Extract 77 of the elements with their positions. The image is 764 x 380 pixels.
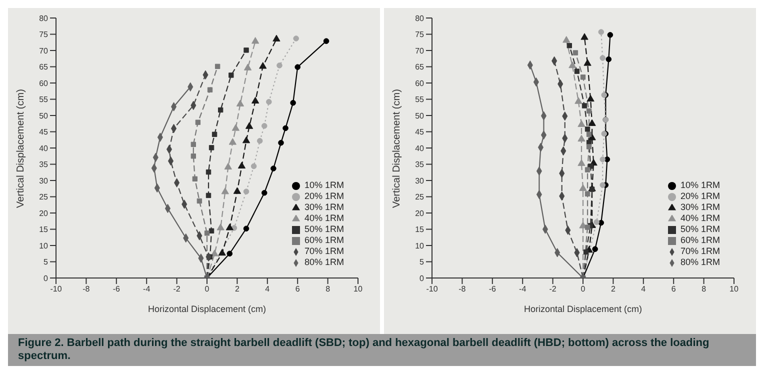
legend-label: 10% 1RM xyxy=(680,180,720,190)
x-tick-label: -8 xyxy=(82,284,90,294)
legend-label: 40% 1RM xyxy=(680,213,720,223)
y-tick-label: 70 xyxy=(39,46,49,56)
y-tick-label: 35 xyxy=(415,160,425,170)
y-tick-label: 15 xyxy=(415,225,425,234)
y-tick-label: 50 xyxy=(39,111,49,120)
y-tick-label: 55 xyxy=(415,95,425,104)
x-axis-title: Horizontal Displacement (cm) xyxy=(148,304,266,314)
legend-label: 20% 1RM xyxy=(304,191,344,201)
y-tick-label: 60 xyxy=(39,78,49,88)
y-tick-label: 80 xyxy=(415,14,425,23)
x-tick-label: 2 xyxy=(610,284,616,294)
y-axis-title: Vertical Displacement (cm) xyxy=(16,89,27,208)
x-tick-label: -6 xyxy=(488,284,496,294)
legend-label: 40% 1RM xyxy=(304,213,344,223)
x-tick-label: 6 xyxy=(295,284,300,294)
x-tick-label: -6 xyxy=(112,284,120,294)
y-tick-label: 20 xyxy=(415,208,425,218)
legend-label: 30% 1RM xyxy=(304,202,344,212)
x-tick-label: -10 xyxy=(50,284,62,294)
y-tick-label: 10 xyxy=(39,241,49,250)
legend-label: 50% 1RM xyxy=(304,224,344,234)
y-tick-label: 0 xyxy=(420,274,425,283)
legend-label: 80% 1RM xyxy=(304,257,344,267)
y-tick-label: 30 xyxy=(39,176,49,186)
y-tick-label: 50 xyxy=(415,111,425,120)
x-tick-label: -2 xyxy=(173,284,181,294)
y-tick-label: 75 xyxy=(39,30,49,40)
legend-label: 30% 1RM xyxy=(680,202,720,212)
y-tick-label: 35 xyxy=(39,160,49,170)
y-tick-label: 65 xyxy=(39,62,49,72)
y-tick-label: 5 xyxy=(44,258,49,267)
x-tick-label: 6 xyxy=(671,284,676,294)
legend-label: 70% 1RM xyxy=(680,246,720,256)
x-tick-label: 10 xyxy=(354,284,363,294)
legend-label: 10% 1RM xyxy=(304,180,344,190)
x-tick-label: -10 xyxy=(426,284,438,294)
y-tick-label: 40 xyxy=(39,144,49,153)
x-tick-label: 8 xyxy=(702,284,707,294)
x-tick-label: -2 xyxy=(549,284,557,294)
legend-label: 80% 1RM xyxy=(680,257,720,267)
y-tick-label: 65 xyxy=(415,62,425,72)
x-tick-label: 2 xyxy=(234,284,240,294)
y-tick-label: 0 xyxy=(44,274,49,283)
x-tick-label: 10 xyxy=(730,284,739,294)
legend-label: 20% 1RM xyxy=(680,191,720,201)
y-tick-label: 20 xyxy=(39,208,49,218)
y-axis-title: Vertical Displacement (cm) xyxy=(392,89,403,208)
x-tick-label: 0 xyxy=(580,284,586,294)
y-tick-label: 60 xyxy=(415,78,425,88)
y-tick-label: 75 xyxy=(415,30,425,40)
caption: Figure 2. Barbell path during the straight barbell deadlift (SBD; top) and hexagonal barbell deadlift (HBD; bottom) across the loading spectrum. xyxy=(18,337,710,363)
legend-label: 50% 1RM xyxy=(680,224,720,234)
x-tick-label: 4 xyxy=(265,284,270,294)
x-tick-label: -4 xyxy=(519,284,527,294)
x-tick-label: -4 xyxy=(143,284,151,294)
y-tick-label: 10 xyxy=(415,241,425,250)
y-tick-label: 25 xyxy=(39,192,49,202)
y-tick-label: 15 xyxy=(39,225,49,234)
legend-label: 60% 1RM xyxy=(680,235,720,245)
y-tick-label: 40 xyxy=(415,144,425,153)
legend-label: 70% 1RM xyxy=(304,246,344,256)
y-tick-label: 80 xyxy=(39,14,49,23)
legend-label: 60% 1RM xyxy=(304,235,344,245)
y-tick-label: 55 xyxy=(39,95,49,104)
y-tick-label: 30 xyxy=(415,176,425,186)
y-tick-label: 5 xyxy=(420,258,425,267)
x-axis-title: Horizontal Displacement (cm) xyxy=(524,304,642,314)
y-tick-label: 45 xyxy=(415,128,425,137)
y-tick-label: 70 xyxy=(415,46,425,56)
x-tick-label: -8 xyxy=(458,284,466,294)
y-tick-label: 25 xyxy=(415,192,425,202)
y-tick-label: 45 xyxy=(39,128,49,137)
x-tick-label: 8 xyxy=(326,284,331,294)
x-tick-label: 4 xyxy=(641,284,646,294)
x-tick-label: 0 xyxy=(204,284,210,294)
